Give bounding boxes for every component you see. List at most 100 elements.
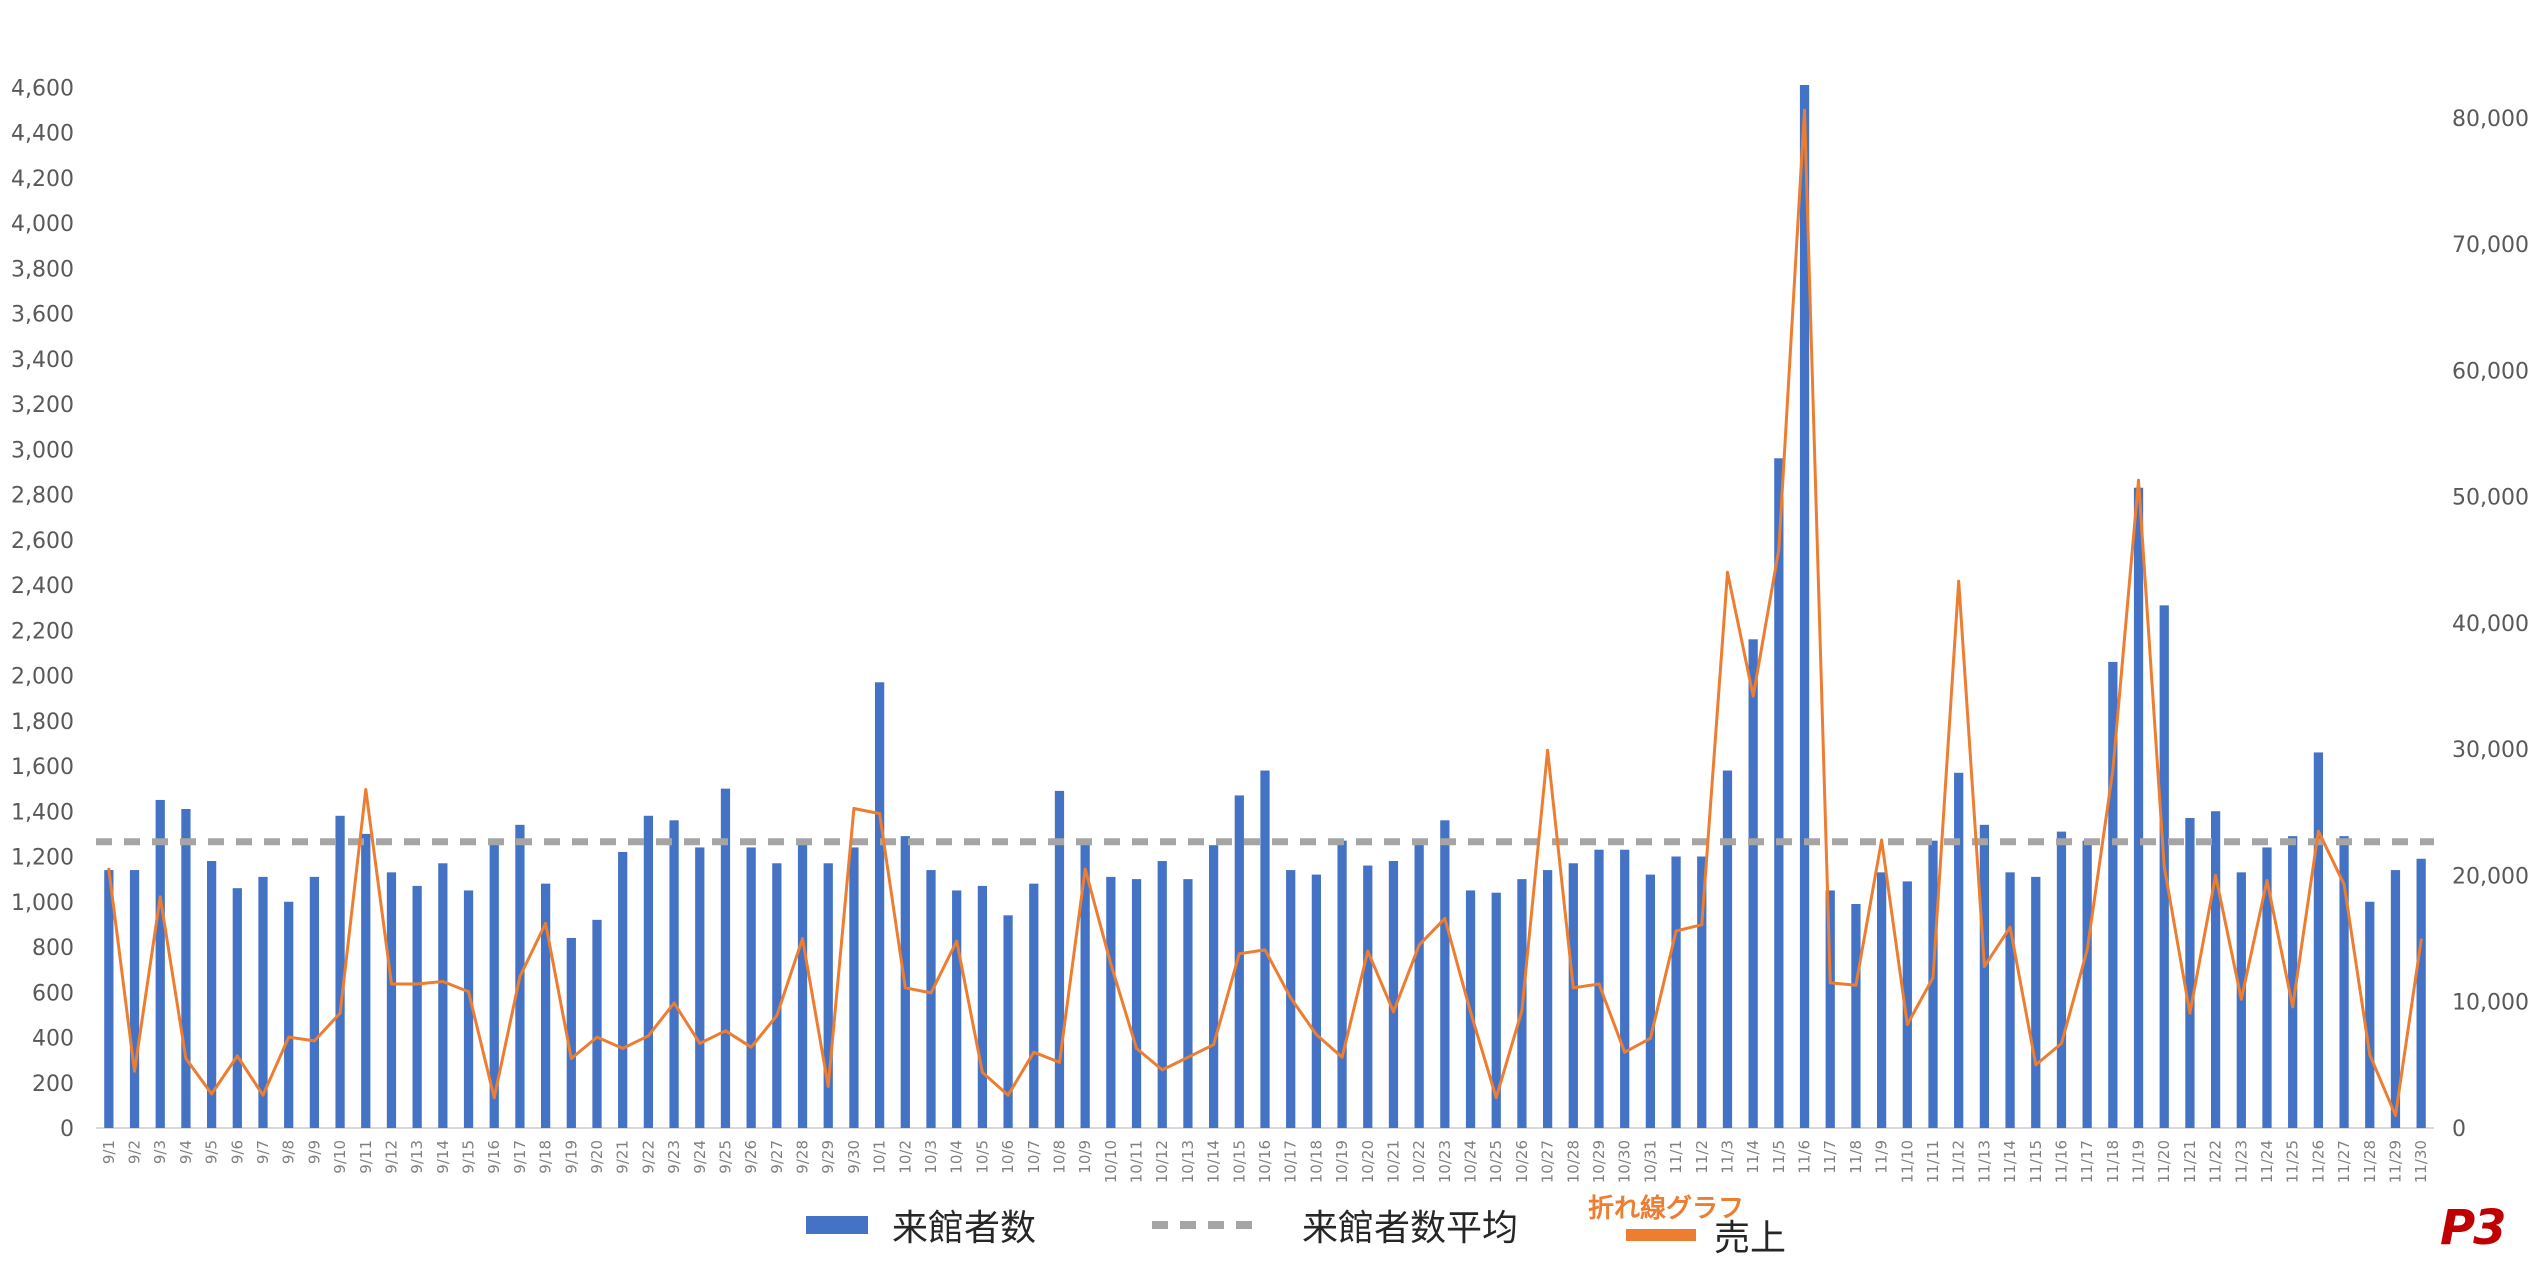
visitors-bar [258,876,268,1128]
sales-point [801,937,805,941]
x-tick-label: 11/23 [2232,1140,2250,1183]
y-right-tick-label: 20,000 [2452,864,2529,889]
x-tick-label: 9/29 [819,1140,837,1174]
visitors-bar [181,808,191,1128]
sales-point [1237,952,1241,956]
sales-point [312,1039,316,1043]
x-tick-label: 10/4 [948,1140,966,1174]
x-tick-label: 10/24 [1462,1140,1480,1183]
visitors-bar [746,847,756,1128]
sales-point [2368,1053,2372,1057]
visitors-bar [1620,849,1630,1128]
visitors-bar [643,815,654,1128]
sales-point [1880,838,1884,842]
x-tick-label: 9/26 [742,1140,760,1174]
sales-point [1648,1036,1652,1040]
y-left-tick-label: 2,600 [11,529,74,554]
x-tick-label: 9/14 [434,1140,452,1174]
visitors-bar [2031,876,2041,1128]
x-tick-label: 10/18 [1307,1140,1325,1183]
visitors-bar [2185,818,2195,1128]
sales-point [1931,976,1935,980]
visitors-bar [1774,458,1784,1128]
y-right-tick-label: 60,000 [2452,359,2529,384]
x-tick-label: 11/24 [2258,1140,2276,1183]
sales-point [492,1096,496,1100]
visitors-bar [1337,840,1347,1128]
x-tick-label: 9/20 [588,1140,606,1174]
x-tick-label: 9/3 [151,1140,169,1164]
visitors-bar [926,870,936,1128]
sales-point [646,1034,650,1038]
x-tick-label: 11/22 [2207,1140,2225,1183]
sales-point [415,982,419,986]
x-tick-label: 9/23 [665,1140,683,1174]
sales-point [2111,769,2115,773]
sales-point [1186,1055,1190,1059]
legend-label-visitors: 来館者数 [892,1208,1037,1249]
x-tick-label: 11/10 [1898,1140,1916,1183]
x-tick-label: 9/24 [691,1140,709,1174]
x-tick-label: 9/28 [794,1140,812,1174]
visitors-bar [1594,849,1604,1128]
visitors-bar [335,815,345,1128]
visitors-bar [309,876,320,1128]
x-tick-label: 10/15 [1230,1140,1248,1183]
visitors-bar [1748,639,1758,1128]
x-tick-label: 9/21 [614,1140,632,1174]
visitors-bar [1311,874,1322,1128]
visitors-bar [1671,856,1681,1128]
visitors-bar [386,872,397,1128]
x-tick-label: 9/8 [280,1140,298,1164]
y-left-tick-label: 400 [32,1027,74,1052]
x-tick-label: 9/1 [100,1140,118,1164]
sales-point [1777,548,1781,552]
y-left-tick-label: 4,000 [11,212,74,237]
y-left-tick-label: 2,200 [11,619,74,644]
y-left-tick-label: 600 [32,981,74,1006]
x-tick-label: 10/26 [1513,1140,1531,1183]
visitors-bar [206,861,217,1128]
visitors-bar [566,937,576,1128]
sales-point [338,1011,342,1015]
x-tick-label: 10/7 [1025,1140,1043,1174]
sales-point [1982,964,1986,968]
x-tick-label: 10/27 [1539,1140,1557,1183]
sales-point [878,812,882,816]
visitors-bar [1825,890,1835,1128]
y-left-tick-label: 1,600 [11,755,74,780]
visitors-bar [489,840,499,1128]
y-right-tick-label: 40,000 [2452,612,2529,637]
sales-point [2008,925,2012,929]
sales-point [2419,938,2423,942]
x-tick-label: 11/28 [2361,1140,2379,1183]
x-tick-label: 10/21 [1384,1140,1402,1183]
visitors-bar [1542,870,1553,1128]
sales-point [1854,983,1858,987]
sales-point [1032,1050,1036,1054]
x-tick-label: 11/25 [2284,1140,2302,1183]
sales-point [107,867,111,871]
x-tick-label: 10/11 [1128,1140,1146,1183]
x-tick-label: 11/14 [2001,1140,2019,1183]
y-left-tick-label: 4,600 [11,76,74,101]
visitors-bar [823,863,833,1128]
x-tick-label: 11/18 [2104,1140,2122,1183]
sales-point [749,1045,753,1049]
y-left-tick-label: 2,400 [11,574,74,599]
visitors-bar [284,901,294,1128]
sales-point [2265,878,2269,882]
visitors-bar [361,833,371,1128]
sales-point [698,1041,702,1045]
sales-point [2342,882,2346,886]
visitors-bar [1979,824,1990,1128]
sales-point [775,1014,779,1018]
x-tick-label: 10/30 [1616,1140,1634,1183]
sales-point [1520,1009,1524,1013]
x-tick-label: 10/12 [1153,1140,1171,1183]
x-tick-label: 9/22 [639,1140,657,1174]
x-tick-label: 9/27 [768,1140,786,1174]
sales-point [1340,1055,1344,1059]
sales-point [389,982,393,986]
visitors-bar [1722,770,1733,1128]
